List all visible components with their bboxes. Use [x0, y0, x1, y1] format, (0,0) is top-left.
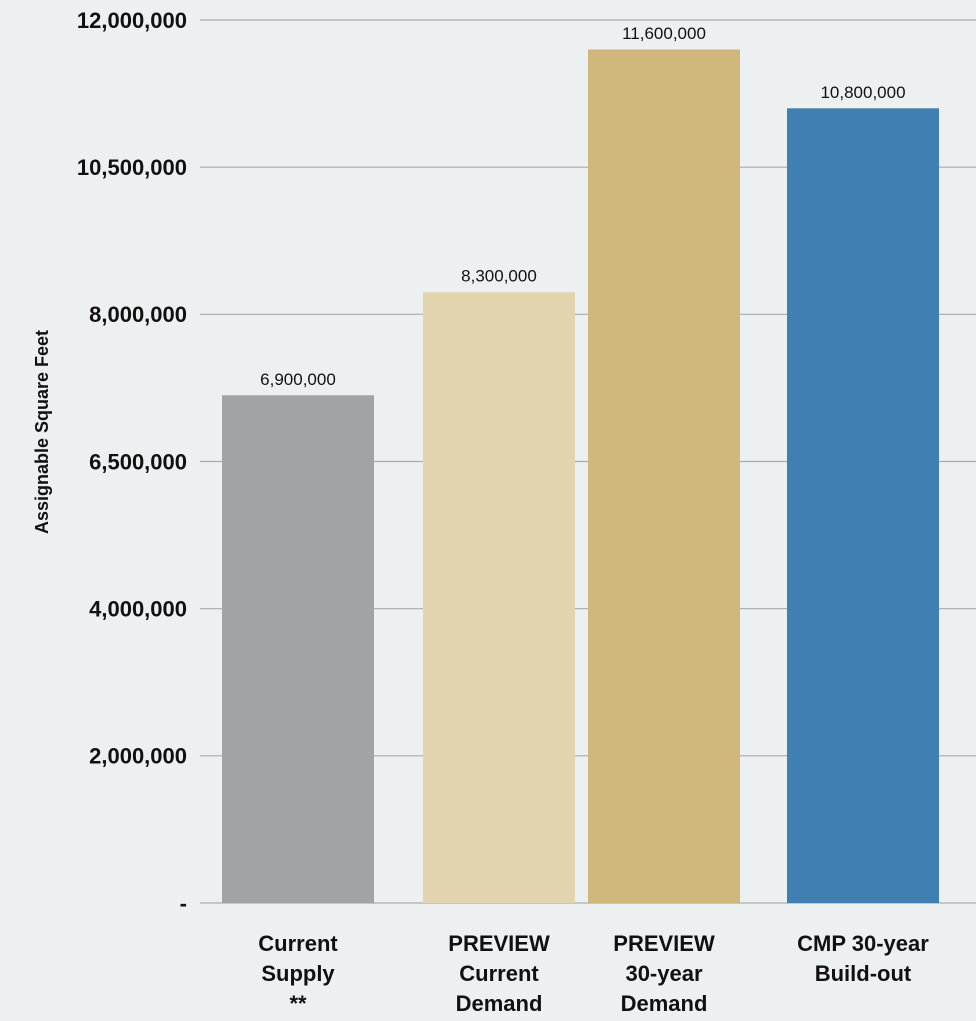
- x-tick-label: Current: [459, 961, 539, 986]
- y-tick-label: 8,000,000: [89, 302, 187, 327]
- y-tick-label: 6,500,000: [89, 449, 187, 474]
- x-tick-label: Demand: [621, 991, 708, 1016]
- x-tick-label: Supply: [261, 961, 335, 986]
- y-axis-label: Assignable Square Feet: [32, 330, 52, 534]
- bar: [222, 395, 374, 903]
- value-label: 11,600,000: [622, 24, 706, 43]
- x-tick-label: PREVIEW: [613, 931, 715, 956]
- value-label: 10,800,000: [820, 83, 905, 102]
- x-tick-label: Current: [258, 931, 338, 956]
- bar: [423, 292, 575, 904]
- y-tick-label: 12,000,000: [77, 8, 187, 33]
- y-tick-label: 2,000,000: [89, 744, 187, 769]
- x-tick-label: PREVIEW: [448, 931, 550, 956]
- value-label: 6,900,000: [260, 370, 336, 389]
- x-tick-label: 30-year: [625, 961, 703, 986]
- bar: [588, 49, 740, 903]
- y-tick-label: -: [180, 891, 187, 916]
- x-tick-label: Demand: [456, 991, 543, 1016]
- value-label: 8,300,000: [461, 267, 537, 286]
- y-tick-label: 10,500,000: [77, 155, 187, 180]
- x-tick-label: **: [289, 991, 307, 1016]
- y-tick-label: 4,000,000: [89, 596, 187, 621]
- x-tick-label: CMP 30-year: [797, 931, 929, 956]
- x-tick-label: Build-out: [815, 961, 912, 986]
- bar: [787, 108, 939, 904]
